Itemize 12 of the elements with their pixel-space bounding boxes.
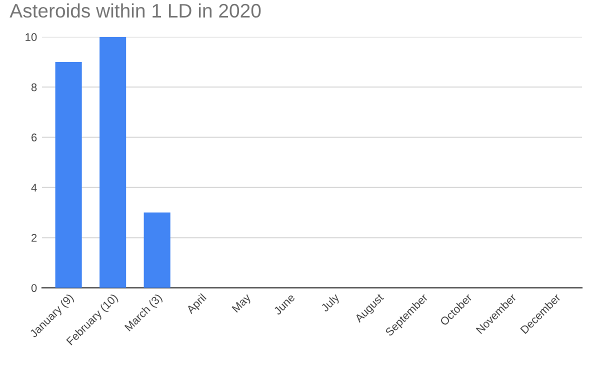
bar (144, 212, 170, 288)
bar (100, 36, 126, 288)
y-tick-label: 8 (31, 83, 37, 92)
x-tick-label: May (232, 292, 253, 314)
y-tick-label: 10 (26, 33, 37, 42)
y-tick-label: 0 (31, 284, 37, 292)
bar (55, 62, 82, 288)
y-tick-label: 6 (32, 134, 37, 142)
chart-title: Asteroids within 1 LD in 2020 (10, 3, 261, 18)
y-tick-label: 2 (32, 234, 37, 242)
x-tick-label: July (320, 292, 342, 314)
y-tick-label: 4 (31, 184, 37, 192)
